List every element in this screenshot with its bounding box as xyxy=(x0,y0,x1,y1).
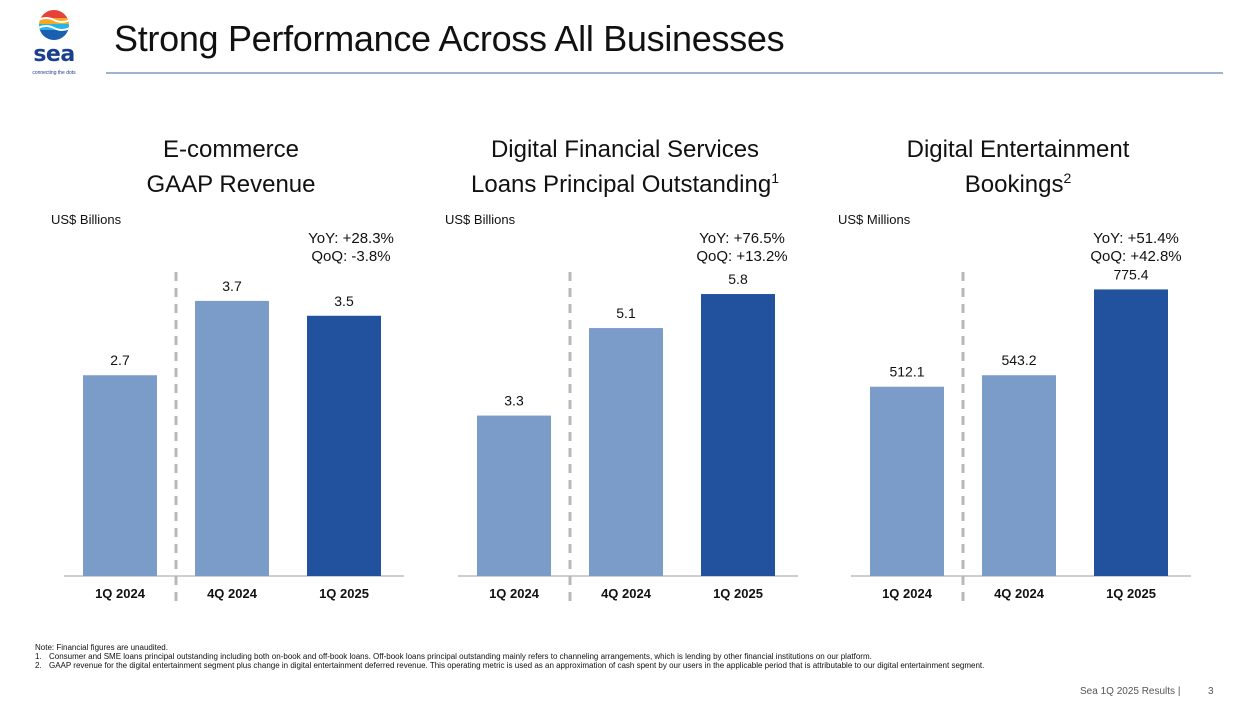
logo-wordmark: sea xyxy=(33,42,75,67)
panel-ecommerce: E-commerce GAAP Revenue US$ Billions YoY… xyxy=(36,130,426,610)
bar xyxy=(982,375,1056,576)
bar xyxy=(195,300,269,576)
data-label: 3.5 xyxy=(334,293,354,309)
panel-title-line1: Digital Entertainment xyxy=(906,136,1130,163)
data-label: 775.4 xyxy=(1113,266,1148,282)
footnote-number: 2. xyxy=(35,661,42,670)
data-label: 3.3 xyxy=(504,393,524,409)
chart-financial-services: 3.3 1Q 2024 5.1 4Q 2024 5.8 1Q 2025 xyxy=(430,260,820,610)
panel-title-line1: E-commerce xyxy=(162,136,300,163)
data-label: 543.2 xyxy=(1001,352,1036,368)
category-label: 1Q 2024 xyxy=(95,586,146,601)
footnote-item: 2. GAAP revenue for the digital entertai… xyxy=(35,661,995,670)
category-label: 1Q 2025 xyxy=(319,586,369,601)
footer-source: Sea 1Q 2025 Results | xyxy=(1080,686,1181,697)
growth-rates: YoY: +76.5% QoQ: +13.2% xyxy=(682,230,802,266)
footnote-item: 1. Consumer and SME loans principal outs… xyxy=(35,652,995,661)
panel-title-line2: Bookings xyxy=(964,171,1064,198)
category-label: 4Q 2024 xyxy=(207,586,258,601)
data-label: 3.7 xyxy=(222,278,242,294)
title-divider xyxy=(106,72,1223,74)
category-label: 1Q 2024 xyxy=(489,586,540,601)
bar xyxy=(477,415,551,576)
growth-rates: YoY: +51.4% QoQ: +42.8% xyxy=(1076,230,1196,266)
panel-financial-services: Digital Financial Services Loans Princip… xyxy=(430,130,820,610)
unit-label: US$ Billions xyxy=(445,212,516,227)
logo-tagline: connecting the dots xyxy=(32,70,76,76)
category-label: 1Q 2025 xyxy=(1106,586,1156,601)
unit-label: US$ Billions xyxy=(51,212,122,227)
data-label: 2.7 xyxy=(110,352,130,368)
yoy-label: YoY: +76.5% xyxy=(699,230,785,247)
qoq-label: QoQ: -3.8% xyxy=(311,248,391,265)
panel-title: Digital Entertainment Bookings2 xyxy=(823,136,1213,199)
chart-ecommerce: 2.7 1Q 2024 3.7 4Q 2024 3.5 1Q 2025 xyxy=(36,260,426,610)
footnote-text: Consumer and SME loans principal outstan… xyxy=(49,652,872,661)
sea-logo: sea connecting the dots xyxy=(26,8,82,80)
bar xyxy=(1094,289,1168,576)
bar xyxy=(701,294,775,576)
growth-rates: YoY: +28.3% QoQ: -3.8% xyxy=(296,230,406,266)
data-label: 5.8 xyxy=(728,271,748,287)
qoq-label: QoQ: +42.8% xyxy=(1090,248,1182,265)
category-label: 4Q 2024 xyxy=(994,586,1045,601)
panel-title-line2: GAAP Revenue xyxy=(146,171,316,198)
data-label: 5.1 xyxy=(616,305,636,321)
category-label: 4Q 2024 xyxy=(601,586,652,601)
footnote-text: GAAP revenue for the digital entertainme… xyxy=(49,661,985,670)
yoy-label: YoY: +51.4% xyxy=(1093,230,1179,247)
yoy-label: YoY: +28.3% xyxy=(308,230,394,247)
panel-title-line1: Digital Financial Services xyxy=(490,136,760,163)
bar-chart: 3.3 1Q 2024 5.1 4Q 2024 5.8 1Q 2025 xyxy=(458,271,798,606)
bar-chart: 512.1 1Q 2024 543.2 4Q 2024 775.4 1Q 2025 xyxy=(851,266,1191,606)
bar-chart: 2.7 1Q 2024 3.7 4Q 2024 3.5 1Q 2025 xyxy=(64,272,404,606)
category-label: 1Q 2025 xyxy=(713,586,763,601)
chart-entertainment: 512.1 1Q 2024 543.2 4Q 2024 775.4 1Q 2025 xyxy=(823,260,1213,610)
slide-title: Strong Performance Across All Businesses xyxy=(114,18,785,59)
panel-title: Digital Financial Services Loans Princip… xyxy=(430,136,820,199)
panel-title-line2: Loans Principal Outstanding xyxy=(471,171,772,198)
panel-title: E-commerce GAAP Revenue xyxy=(36,136,426,199)
unit-label: US$ Millions xyxy=(838,212,911,227)
footnote-ref: 2 xyxy=(1063,170,1072,186)
panel-entertainment: Digital Entertainment Bookings2 US$ Mill… xyxy=(823,130,1213,610)
data-label: 512.1 xyxy=(889,364,924,380)
bar xyxy=(83,375,157,576)
footnote-ref: 1 xyxy=(771,170,779,186)
bar xyxy=(307,315,381,576)
page-number: 3 xyxy=(1208,686,1214,697)
bar xyxy=(870,386,944,576)
bar xyxy=(589,328,663,576)
footnotes: Note: Financial figures are unaudited. 1… xyxy=(35,643,995,670)
qoq-label: QoQ: +13.2% xyxy=(696,248,788,265)
footnote-number: 1. xyxy=(35,652,42,661)
sea-logo-mark xyxy=(39,10,69,40)
footnote-note: Note: Financial figures are unaudited. xyxy=(35,643,168,652)
category-label: 1Q 2024 xyxy=(882,586,933,601)
